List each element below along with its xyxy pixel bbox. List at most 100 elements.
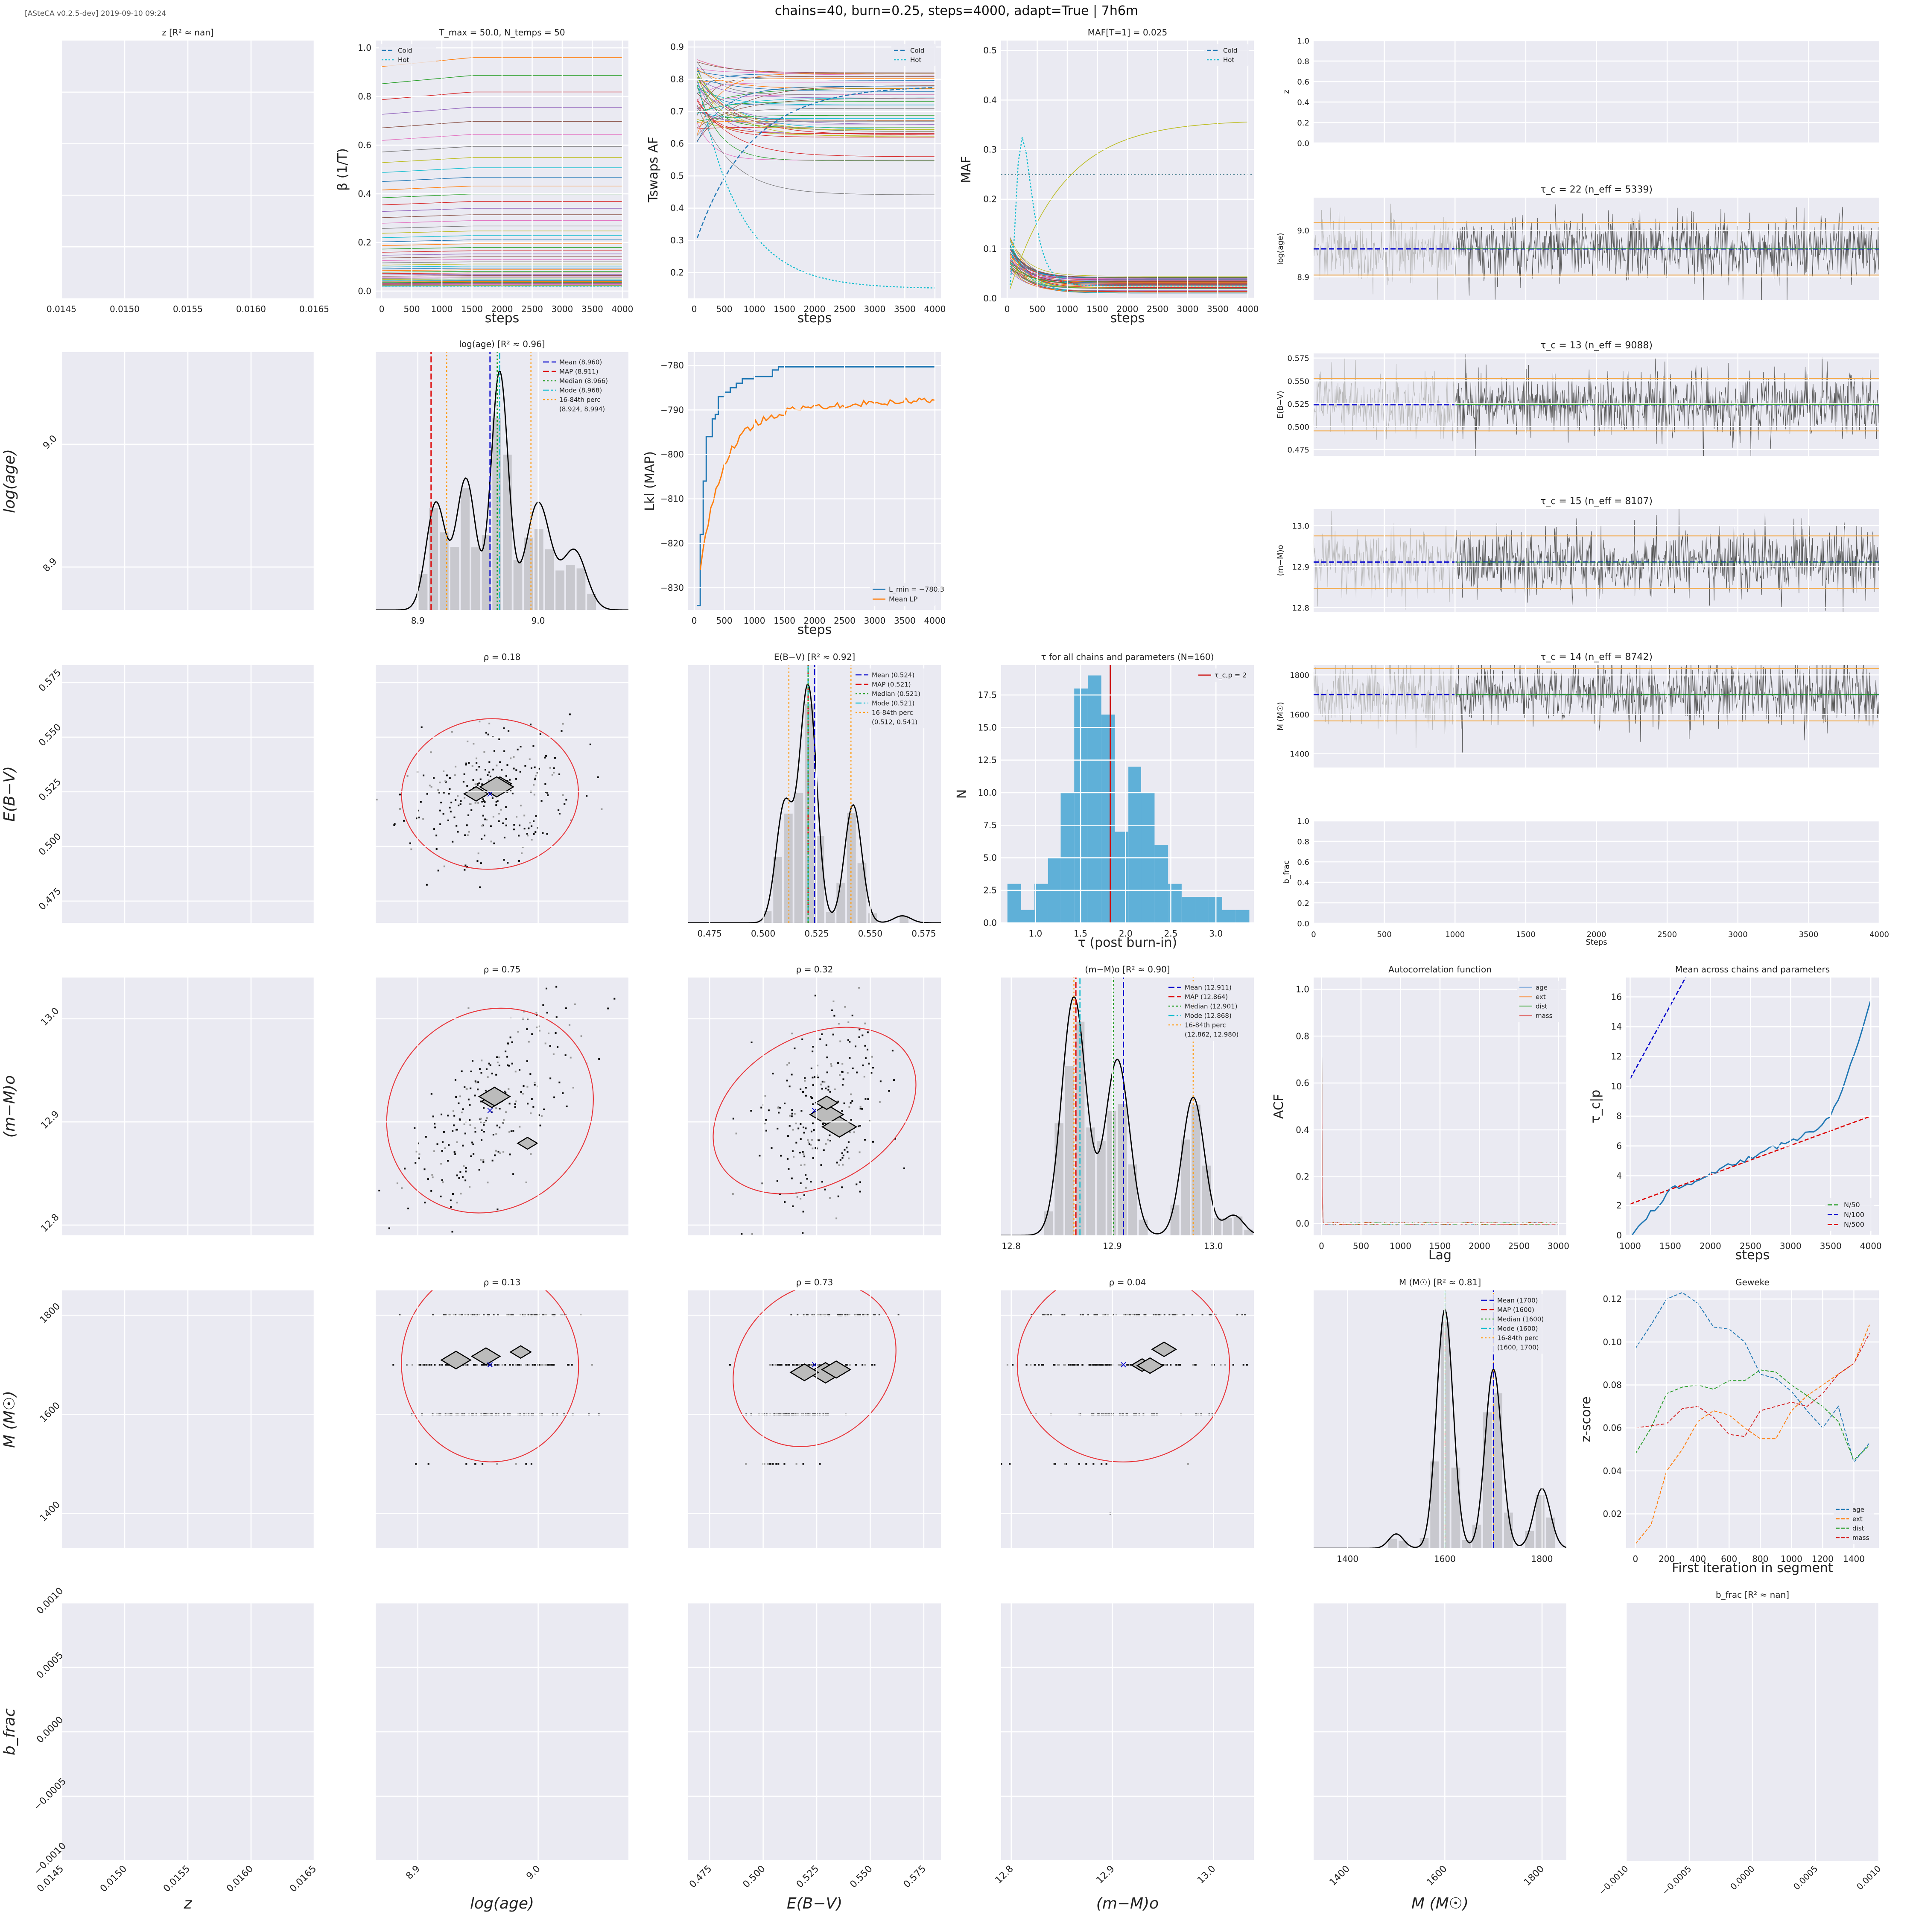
- x-tick-label: 0: [1311, 930, 1316, 939]
- sample-point: [1105, 1463, 1107, 1465]
- sample-point: [567, 1364, 569, 1366]
- sample-point: [443, 865, 445, 867]
- tswaps-series: [697, 61, 935, 73]
- x-tick-label: 2000: [804, 304, 826, 314]
- sample-point: [814, 995, 816, 997]
- confidence-ellipse: [401, 718, 579, 870]
- sample-point: [821, 1181, 824, 1183]
- sample-point: [497, 1061, 499, 1063]
- sample-point: [1175, 1364, 1177, 1366]
- sample-point: [838, 1023, 840, 1025]
- sample-point: [537, 1086, 539, 1088]
- y-tick-label: 0.5: [983, 45, 997, 55]
- sample-point: [473, 1153, 475, 1155]
- sample-point: [531, 825, 533, 827]
- x-tick-label: 0.0010: [1855, 1864, 1883, 1892]
- panel-plot-area: ×: [376, 713, 603, 888]
- maf-series: [1010, 260, 1248, 281]
- trace-panel: 0.475 0.500 0.525 0.550 0.575 τ_c = 13 (n_eff…: [1276, 340, 1879, 456]
- geweke-series: [1635, 1333, 1870, 1437]
- sample-point: [830, 1063, 832, 1065]
- sample-point: [861, 1108, 863, 1110]
- sample-point: [496, 1463, 498, 1465]
- sample-point: [863, 1076, 865, 1078]
- sample-point: [838, 1265, 840, 1267]
- sample-point: [514, 1265, 516, 1267]
- sample-point: [487, 774, 489, 776]
- sample-point: [489, 775, 491, 777]
- x-tick-label: 0.500: [741, 1864, 768, 1890]
- sample-point: [1306, 1463, 1307, 1465]
- x-tick-label: 1500: [774, 304, 795, 314]
- sample-point: [794, 1048, 796, 1050]
- hist-bar: [805, 703, 814, 923]
- sample-point: [510, 757, 512, 759]
- y-tick-label: 0.4: [670, 203, 684, 213]
- sample-point: [495, 801, 497, 803]
- hist-bar: [1504, 1512, 1513, 1548]
- sample-point: [1195, 1364, 1197, 1366]
- maf-series: [1010, 268, 1248, 292]
- sample-point: [504, 1091, 506, 1093]
- confidence-ellipse: [1016, 1290, 1230, 1462]
- sample-point: [502, 822, 504, 824]
- geweke-series: [1635, 1292, 1870, 1463]
- confidence-ellipse: [386, 1007, 594, 1214]
- sample-point: [851, 1014, 853, 1016]
- sample-point: [805, 1174, 807, 1176]
- sample-point: [791, 1112, 793, 1115]
- legend-entry: (1600, 1700): [1497, 1343, 1539, 1351]
- sample-point: [505, 775, 508, 777]
- y-tick-label: 0.8: [670, 74, 684, 85]
- hist-bar: [1451, 1468, 1460, 1548]
- sample-point: [1179, 1364, 1181, 1366]
- hist-bar: [450, 547, 459, 610]
- sample-point: [814, 954, 815, 956]
- sample-point: [1001, 1463, 1002, 1465]
- sample-point: [429, 785, 431, 787]
- sample-point: [804, 1080, 806, 1082]
- x-tick-label: 0.0165: [299, 304, 329, 314]
- sample-point: [827, 1138, 829, 1141]
- sample-point: [550, 1364, 552, 1366]
- y-tick-label: 0.6: [1297, 78, 1309, 87]
- y-tick-label: 7.5: [983, 820, 997, 830]
- sample-point: [913, 1265, 914, 1267]
- tswaps-series: [697, 105, 935, 137]
- x-tick-label: 3000: [864, 616, 885, 626]
- sample-point: [802, 1232, 804, 1234]
- sample-point: [529, 1073, 532, 1075]
- sample-point: [505, 806, 507, 808]
- x-tick-label: 12.8: [1002, 1241, 1021, 1251]
- sample-point: [841, 1062, 844, 1065]
- sample-point: [893, 1265, 894, 1267]
- sample-point: [763, 1463, 765, 1465]
- sample-point: [842, 1164, 844, 1166]
- sample-point: [449, 777, 451, 779]
- corner-panel: 1400 1600 1800 M (M☉): [1, 1290, 315, 1548]
- hist-bar: [794, 793, 803, 923]
- sample-point: [460, 1193, 462, 1195]
- sample-point: [481, 1059, 483, 1062]
- x-tick-label: 1000: [1619, 1241, 1641, 1251]
- sample-point: [514, 1071, 517, 1073]
- sample-point: [546, 987, 548, 989]
- sample-point: [434, 1123, 436, 1125]
- x-tick-label: 1400: [1843, 1554, 1865, 1564]
- y-axis-label: E(B−V): [1, 766, 18, 822]
- legend-entry: 16-84th perc: [559, 396, 601, 403]
- corner-panel: × ρ = 0.13: [376, 1265, 628, 1548]
- sample-point: [461, 1112, 463, 1114]
- sample-point: [534, 1082, 536, 1084]
- sample-point: [862, 1364, 864, 1366]
- sample-point: [862, 1034, 864, 1036]
- sample-point: [545, 755, 547, 757]
- sample-point: [426, 1364, 429, 1366]
- sample-point: [481, 800, 483, 803]
- sample-point: [1012, 1364, 1014, 1366]
- sample-point: [801, 1038, 803, 1040]
- hist-bar: [1399, 1541, 1408, 1548]
- legend-box: [1478, 1294, 1561, 1354]
- sample-point: [993, 1364, 995, 1366]
- x-axis-label: M (M☉): [1411, 1895, 1469, 1912]
